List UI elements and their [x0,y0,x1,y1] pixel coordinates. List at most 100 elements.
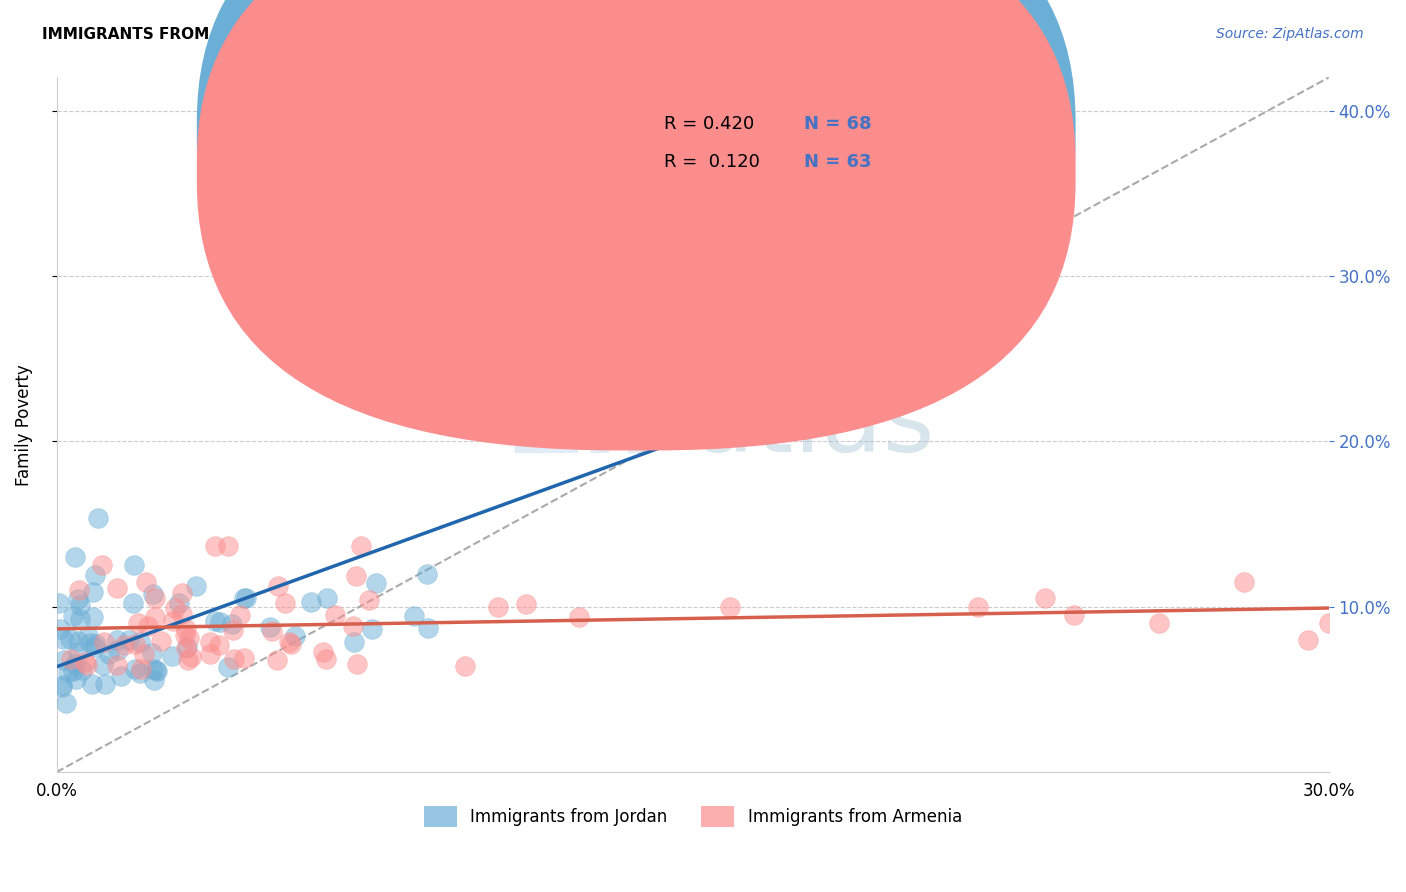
Point [132,647,155,661]
Point [350,539,373,553]
Point [172,586,194,600]
Point [312,645,335,659]
Text: N = 63: N = 63 [804,153,872,170]
Point [162,614,184,628]
Point [63,550,86,565]
Point [52,652,75,666]
Point [299,594,322,608]
Point [160,648,183,663]
Point [259,619,281,633]
Point [87,510,110,524]
Text: N = 68: N = 68 [804,115,872,133]
Point [186,579,208,593]
Point [198,647,221,661]
Point [204,614,226,628]
Point [124,662,146,676]
Point [232,591,254,606]
Point [176,640,198,654]
Point [63,657,86,671]
Point [124,558,146,573]
Text: IMMIGRANTS FROM JORDAN VS IMMIGRANTS FROM ARMENIA FAMILY POVERTY CORRELATION CHA: IMMIGRANTS FROM JORDAN VS IMMIGRANTS FRO… [42,27,904,42]
Point [323,608,346,623]
Point [315,652,337,666]
Point [128,635,150,649]
Point [127,615,149,630]
Point [170,607,193,622]
Point [357,593,380,607]
Text: Source: ZipAtlas.com: Source: ZipAtlas.com [1216,27,1364,41]
Point [150,634,173,648]
Point [48,596,70,610]
Point [177,653,200,667]
Point [145,663,167,677]
Point [208,638,231,652]
Point [69,612,91,626]
Point [1147,616,1170,631]
Point [77,629,100,643]
Point [118,632,141,647]
Point [135,574,157,589]
Point [180,649,202,664]
Point [1296,632,1319,647]
Point [416,621,439,635]
Point [936,120,959,134]
Point [204,539,226,553]
Point [1317,616,1340,631]
Point [129,662,152,676]
Point [75,656,97,670]
Point [94,677,117,691]
Point [222,652,245,666]
Point [278,635,301,649]
Point [62,665,84,679]
Point [146,664,169,678]
Point [110,669,132,683]
Point [315,591,337,605]
Point [967,599,990,614]
Point [105,582,128,596]
Point [364,576,387,591]
Point [84,640,107,654]
Point [105,633,128,648]
Point [59,632,82,646]
Point [107,643,129,657]
Point [163,601,186,615]
Point [346,657,368,671]
Point [515,597,537,611]
Point [62,609,84,624]
Point [402,609,425,624]
Point [143,673,166,688]
Point [342,618,364,632]
Point [454,658,477,673]
Point [143,591,166,605]
Point [167,596,190,610]
Text: R = 0.420: R = 0.420 [664,115,754,133]
Point [82,585,104,599]
Point [360,622,382,636]
Point [70,663,93,677]
Point [344,569,367,583]
Point [221,617,243,632]
Legend: Immigrants from Jordan, Immigrants from Armenia: Immigrants from Jordan, Immigrants from … [418,799,969,833]
Point [174,641,197,656]
Point [174,628,197,642]
Point [235,591,257,606]
Text: R =  0.120: R = 0.120 [664,153,759,170]
Point [82,610,104,624]
Point [90,558,112,573]
Point [124,638,146,652]
Point [55,696,77,710]
Point [129,666,152,681]
Point [142,587,165,601]
Point [1233,574,1256,589]
Point [217,539,239,553]
Point [262,624,284,638]
Point [208,615,231,629]
Point [200,635,222,649]
Point [416,567,439,582]
Point [65,672,87,686]
Point [274,596,297,610]
Point [284,629,307,643]
Point [84,637,107,651]
Text: ZIP: ZIP [510,376,693,474]
Point [51,681,73,695]
